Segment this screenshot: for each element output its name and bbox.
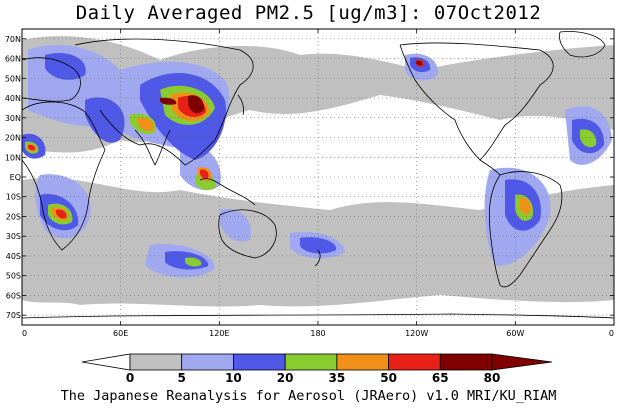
map-title: Daily Averaged PM2.5 [ug/m3]: 07Oct2012 bbox=[75, 2, 542, 24]
lat-tick-label: 40S bbox=[6, 252, 21, 261]
lat-tick-label: 50S bbox=[6, 272, 21, 281]
colorbar-level-label: 5 bbox=[178, 371, 186, 385]
colorbar-swatch bbox=[439, 353, 493, 371]
lon-tick-label: 0 bbox=[609, 329, 614, 338]
pm25-level-above-80 bbox=[160, 60, 423, 114]
longitude-axis: 0 60E 120E 180 120W 60W 0 bbox=[21, 29, 615, 338]
lat-tick-label: 10N bbox=[5, 153, 21, 162]
colorbar-level-label: 0 bbox=[126, 371, 134, 385]
lat-tick-label: 10S bbox=[6, 193, 21, 202]
lat-tick-label: 70N bbox=[5, 35, 21, 44]
lat-tick-label: 20N bbox=[5, 134, 21, 143]
lat-tick-label: 60S bbox=[6, 291, 21, 300]
lat-tick-label: EQ bbox=[10, 173, 21, 182]
colorbar: 0 5 10 20 35 50 65 80 bbox=[81, 353, 553, 385]
lon-tick-label: 180 bbox=[310, 329, 325, 338]
colorbar-extend-low bbox=[81, 353, 131, 371]
colorbar-swatch bbox=[233, 353, 286, 371]
lon-tick-label: 120W bbox=[405, 329, 428, 338]
colorbar-swatch bbox=[336, 353, 389, 371]
colorbar-level-label: 10 bbox=[225, 371, 242, 385]
lat-tick-label: 60N bbox=[5, 55, 21, 64]
colorbar-level-label: 65 bbox=[432, 371, 449, 385]
lon-tick-label: 120E bbox=[209, 329, 229, 338]
footer-credit: The Japanese Reanalysis for Aerosol (JRA… bbox=[60, 388, 557, 404]
colorbar-swatch bbox=[129, 353, 183, 371]
lat-tick-label: 30N bbox=[5, 114, 21, 123]
lon-tick-label: 0 bbox=[22, 329, 27, 338]
map-grid bbox=[22, 29, 614, 325]
colorbar-extend-high bbox=[491, 353, 553, 371]
lat-tick-label: 50N bbox=[5, 74, 21, 83]
lat-tick-label: 70S bbox=[6, 311, 21, 320]
colorbar-level-label: 35 bbox=[329, 371, 346, 385]
colorbar-level-label: 20 bbox=[277, 371, 294, 385]
latitude-axis: 70N 60N 50N 40N 30N 20N 10N EQ 10S 20S 30S 40S 50S 60… bbox=[5, 35, 614, 320]
coastlines bbox=[22, 31, 614, 319]
colorbar-level-label: 50 bbox=[380, 371, 397, 385]
colorbar-swatch bbox=[388, 353, 441, 371]
lat-tick-label: 40N bbox=[5, 94, 21, 103]
lon-tick-label: 60W bbox=[506, 329, 524, 338]
colorbar-swatch bbox=[181, 353, 234, 371]
lat-tick-label: 30S bbox=[6, 232, 21, 241]
lon-tick-label: 60E bbox=[113, 329, 128, 338]
lat-tick-label: 20S bbox=[6, 212, 21, 221]
colorbar-level-label: 80 bbox=[484, 371, 501, 385]
colorbar-swatch bbox=[284, 353, 338, 371]
